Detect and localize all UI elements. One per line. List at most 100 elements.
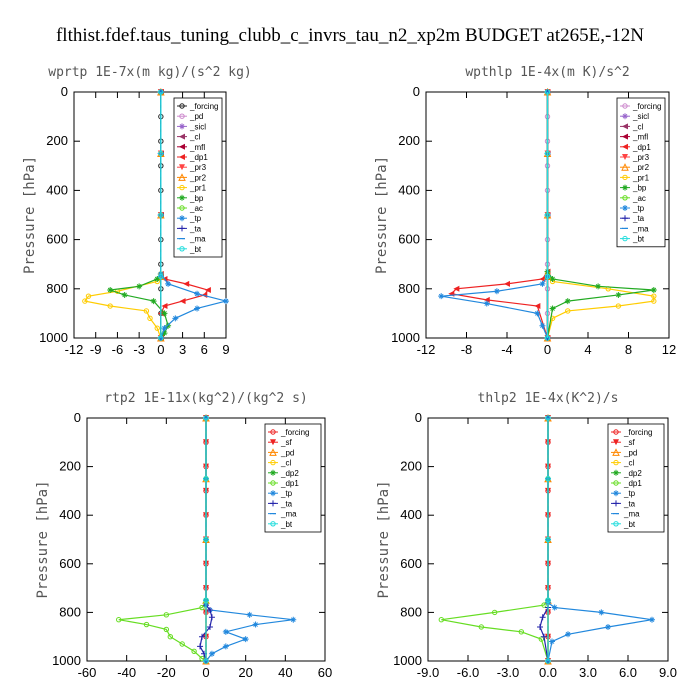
legend-label: _forcing	[623, 428, 652, 437]
data-point	[161, 330, 168, 337]
x-tick-label: 0	[202, 665, 209, 680]
data-point	[158, 335, 164, 341]
data-point	[203, 415, 209, 421]
data-point	[651, 298, 657, 304]
data-point	[143, 621, 150, 628]
data-point	[143, 308, 150, 314]
legend-label: _ta	[632, 214, 645, 223]
legend-marker	[613, 429, 619, 435]
data-point	[158, 212, 164, 218]
panel-title: thlp2 1E-4x(K^2)/s	[478, 391, 619, 406]
x-tick-label: 9	[222, 342, 229, 357]
x-tick-label: 40	[278, 665, 292, 680]
legend-marker	[179, 194, 185, 201]
data-point	[121, 291, 128, 298]
legend-marker	[613, 500, 619, 507]
series-dp1	[448, 89, 551, 341]
legend-label: _pd	[189, 112, 203, 121]
data-point	[491, 609, 498, 616]
legend-marker	[179, 123, 185, 130]
legend-marker	[270, 459, 276, 466]
data-point	[107, 303, 113, 309]
x-tick-label: -6.0	[457, 665, 479, 680]
legend-label: _pr2	[632, 163, 650, 172]
legend-label: _dp1	[280, 479, 299, 488]
y-tick-label: 200	[400, 459, 422, 474]
y-tick-label: 1000	[393, 653, 422, 668]
legend-label: _tp	[280, 489, 293, 498]
data-point	[163, 612, 170, 618]
legend-marker	[270, 490, 276, 497]
legend-label: _mfl	[189, 143, 205, 152]
x-tick-label: 8	[625, 342, 632, 357]
legend-marker	[179, 113, 185, 119]
data-point	[158, 89, 164, 95]
data-point	[167, 634, 174, 640]
legend-marker	[179, 133, 185, 140]
legend-marker	[613, 490, 619, 497]
data-point	[453, 285, 460, 292]
legend-box	[616, 97, 666, 248]
data-point	[539, 280, 546, 287]
data-point	[549, 305, 556, 312]
x-tick-label: 20	[238, 665, 252, 680]
data-point	[537, 623, 543, 630]
y-axis-label: Pressure [hPa]	[35, 480, 51, 598]
chart-panel-3: rtp2 1E-11x(kg^2)/(kg^2 s) Pressure [hPa]…	[35, 391, 332, 680]
x-tick-label: -40	[117, 665, 136, 680]
y-tick-label: 800	[59, 604, 81, 619]
y-tick-label: 400	[400, 507, 422, 522]
data-point	[150, 298, 157, 305]
legend-label: _pr3	[189, 163, 207, 172]
data-point	[549, 638, 555, 645]
series-bt	[158, 89, 164, 341]
series-line	[441, 418, 549, 662]
y-tick-label: 800	[46, 281, 68, 296]
chart-panel-2: wpthlp 1E-4x(m K)/s^2 Pressure [hPa] 0 200 4…	[374, 65, 676, 357]
data-point	[199, 655, 205, 662]
legend-marker	[613, 480, 619, 486]
y-tick-label: 0	[415, 410, 422, 425]
x-tick-label: -12	[417, 342, 436, 357]
data-point	[541, 633, 547, 640]
data-point	[483, 300, 490, 307]
data-point	[544, 150, 551, 157]
legend-marker	[622, 195, 628, 201]
legend-label: _sf	[280, 438, 292, 447]
data-point	[252, 621, 259, 628]
legend-label: _forcing	[189, 102, 218, 111]
legend-marker	[622, 235, 628, 242]
data-point	[191, 648, 197, 654]
data-point	[493, 288, 500, 295]
legend: _forcing_sf_pd _cl_dp2_dp1_tp_ta _ma_bt	[607, 423, 665, 533]
panel-title: wprtp 1E-7x(m kg)/(s^2 kg)	[48, 65, 252, 80]
legend-label: _sicl	[632, 112, 649, 121]
data-point	[651, 293, 657, 299]
y-tick-label: 1000	[39, 330, 68, 345]
data-point	[208, 614, 215, 621]
y-axis-label: Pressure [hPa]	[376, 480, 392, 598]
data-point	[565, 631, 571, 638]
data-point	[197, 643, 204, 650]
series-dp1	[438, 415, 551, 664]
legend-label: _ta	[189, 224, 202, 233]
legend-label: _ta	[280, 499, 293, 508]
legend-label: _ma	[632, 224, 649, 233]
data-point	[154, 275, 161, 282]
series-line	[83, 92, 162, 339]
data-point	[194, 290, 201, 297]
data-point	[545, 476, 551, 482]
legend-label: _pd	[623, 448, 637, 457]
data-point	[539, 275, 546, 282]
data-point	[183, 280, 190, 287]
legend-label: _cl	[623, 459, 634, 468]
data-point	[242, 636, 249, 643]
data-point	[549, 275, 556, 282]
y-tick-label: 200	[59, 459, 81, 474]
legend-label: _pr1	[189, 184, 207, 193]
data-point	[82, 298, 88, 304]
data-point	[223, 298, 229, 305]
legend-label: _ta	[623, 499, 636, 508]
data-point	[565, 308, 571, 314]
